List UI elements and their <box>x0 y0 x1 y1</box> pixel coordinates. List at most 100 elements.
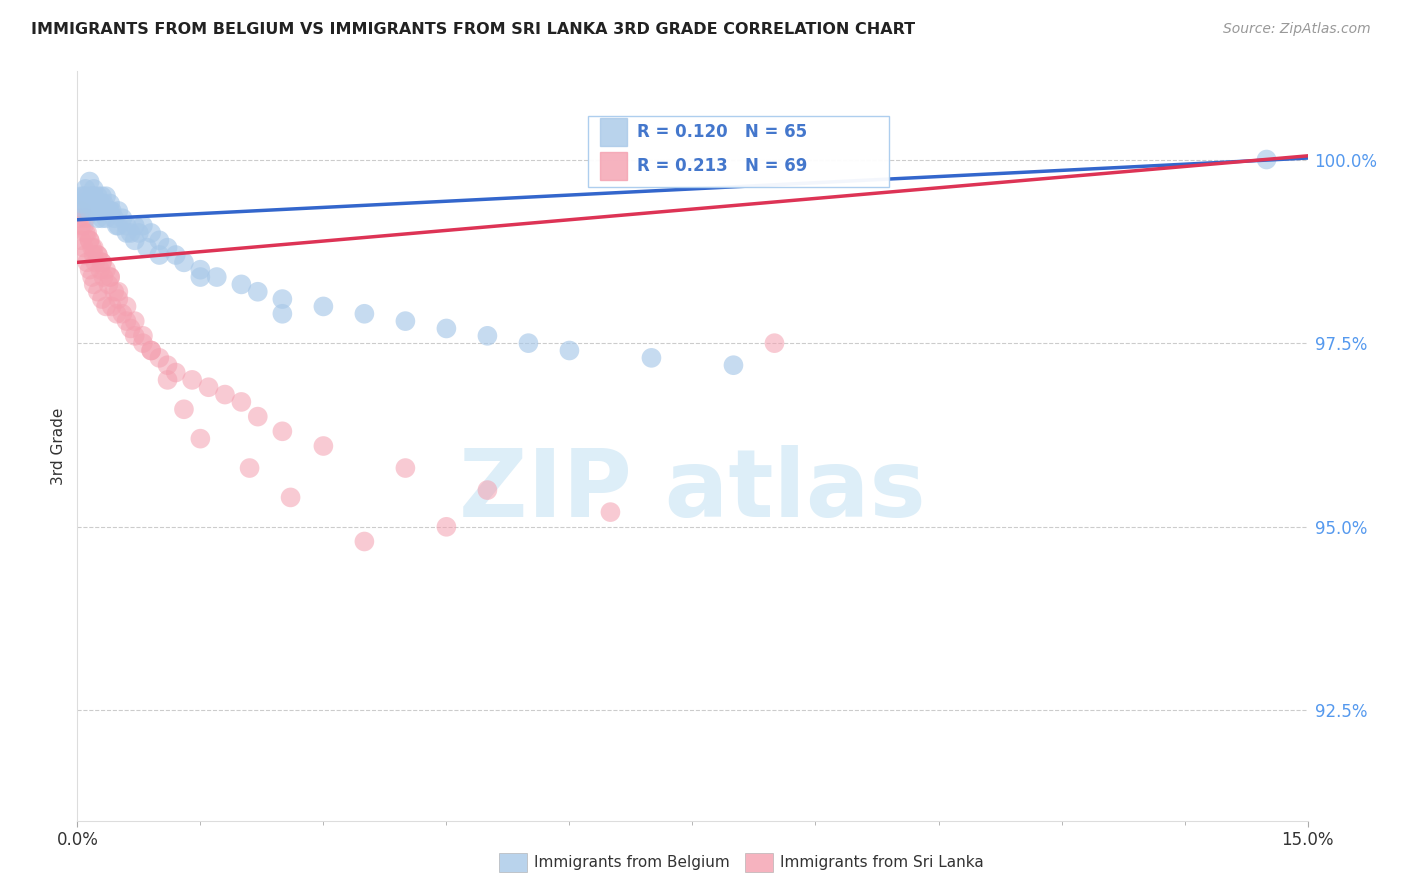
Point <box>165 248 187 262</box>
Point <box>83 241 105 255</box>
Point <box>148 351 170 365</box>
Point <box>79 196 101 211</box>
Point <box>723 358 745 372</box>
Y-axis label: 3rd Grade: 3rd Grade <box>51 408 66 484</box>
Point <box>94 262 117 277</box>
Point <box>75 226 97 240</box>
Point <box>115 226 138 240</box>
Point <box>148 248 170 262</box>
Point <box>67 211 90 226</box>
Point <box>107 219 129 233</box>
Point <box>79 233 101 247</box>
Point <box>94 211 117 226</box>
Point <box>353 307 375 321</box>
FancyBboxPatch shape <box>588 116 890 187</box>
Point <box>165 366 187 380</box>
Point <box>79 262 101 277</box>
Point <box>83 203 105 218</box>
Text: R = 0.213   N = 69: R = 0.213 N = 69 <box>637 157 807 175</box>
Point <box>141 343 163 358</box>
Point <box>79 175 101 189</box>
Point <box>101 300 124 314</box>
Point <box>87 189 110 203</box>
Point <box>124 314 146 328</box>
Point <box>517 336 540 351</box>
FancyBboxPatch shape <box>600 118 627 146</box>
Point <box>271 307 294 321</box>
Text: Immigrants from Belgium: Immigrants from Belgium <box>534 855 730 870</box>
Point <box>132 219 155 233</box>
Point <box>98 196 121 211</box>
Text: ZIP atlas: ZIP atlas <box>460 445 925 537</box>
Point <box>79 233 101 247</box>
Point <box>280 491 302 505</box>
Point <box>82 189 104 203</box>
Point <box>89 262 111 277</box>
Point <box>94 189 117 203</box>
Point <box>1256 153 1278 167</box>
Point <box>353 534 375 549</box>
Point <box>148 233 170 247</box>
Point <box>239 461 262 475</box>
Point <box>115 314 138 328</box>
Point <box>124 328 146 343</box>
Point <box>76 189 98 203</box>
Text: Source: ZipAtlas.com: Source: ZipAtlas.com <box>1223 22 1371 37</box>
Point <box>76 226 98 240</box>
Point <box>73 219 96 233</box>
Point <box>83 248 105 262</box>
Point <box>271 425 294 439</box>
Point <box>477 483 499 497</box>
Point <box>79 203 101 218</box>
Point <box>75 203 97 218</box>
Point <box>73 241 96 255</box>
Point <box>87 248 110 262</box>
Point <box>90 203 114 218</box>
Point <box>141 226 163 240</box>
Point <box>271 292 294 306</box>
Point <box>83 277 105 292</box>
Point <box>98 270 121 285</box>
Point <box>156 373 179 387</box>
Point <box>82 241 104 255</box>
Point <box>599 505 621 519</box>
Point <box>558 343 581 358</box>
Point <box>70 219 93 233</box>
Point <box>231 277 253 292</box>
Point <box>188 432 212 446</box>
Point <box>107 285 129 299</box>
Point <box>75 196 97 211</box>
Point <box>156 358 179 372</box>
Point <box>124 219 146 233</box>
Point <box>128 226 150 240</box>
Point <box>90 255 114 269</box>
Point <box>84 196 107 211</box>
Point <box>436 321 458 335</box>
Point <box>98 203 121 218</box>
Point <box>111 211 134 226</box>
Point <box>394 314 416 328</box>
Point <box>70 196 93 211</box>
Point <box>70 203 93 218</box>
Point <box>156 241 179 255</box>
Point <box>394 461 416 475</box>
Point <box>84 255 107 269</box>
Point <box>75 211 97 226</box>
Point <box>181 373 204 387</box>
Point <box>93 270 115 285</box>
Point <box>70 189 93 203</box>
Point <box>136 241 159 255</box>
Point <box>97 203 120 218</box>
Point <box>640 351 662 365</box>
Point <box>188 270 212 285</box>
Point <box>312 300 335 314</box>
Point <box>105 219 128 233</box>
Point <box>87 211 110 226</box>
Point <box>89 196 111 211</box>
Point <box>90 292 114 306</box>
Point <box>75 182 97 196</box>
Point <box>173 402 195 417</box>
Point <box>214 387 236 401</box>
Point <box>97 277 120 292</box>
Text: IMMIGRANTS FROM BELGIUM VS IMMIGRANTS FROM SRI LANKA 3RD GRADE CORRELATION CHART: IMMIGRANTS FROM BELGIUM VS IMMIGRANTS FR… <box>31 22 915 37</box>
